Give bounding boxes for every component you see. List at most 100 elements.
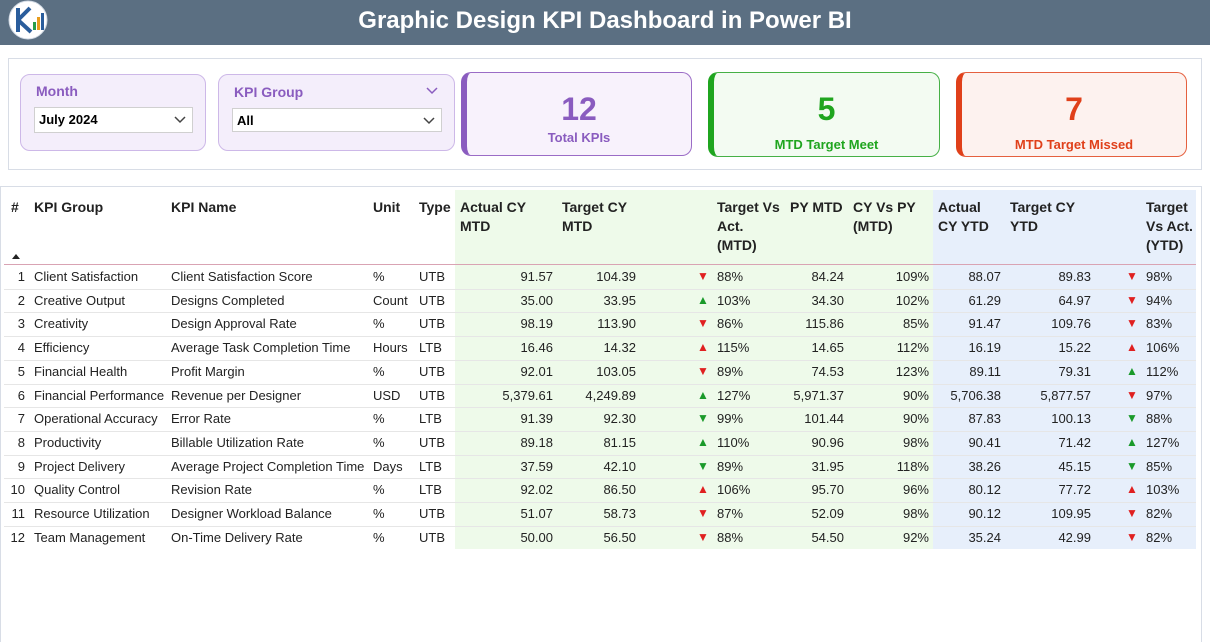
dropdown[interactable]: All [232, 108, 442, 132]
table-cell: 77.72 [1058, 482, 1091, 498]
table-cell: Hours [373, 340, 408, 356]
table-cell: 103% [717, 292, 751, 308]
table-cell: UTB [419, 363, 445, 379]
table-cell: 89.83 [1058, 269, 1091, 284]
status-arrow: ▼ [1126, 292, 1138, 307]
mtd-band [455, 190, 933, 549]
table-cell: LTB [419, 458, 442, 474]
status-arrow: ▲ [697, 292, 709, 307]
row-divider [4, 288, 1196, 290]
row-divider [4, 454, 1196, 456]
table-cell: % [373, 434, 385, 450]
table-cell: 52.09 [811, 506, 844, 521]
table-cell: 85% [1146, 458, 1173, 474]
table-cell: 98% [902, 434, 929, 450]
table-cell: 123% [895, 363, 929, 379]
table-cell: 112% [896, 340, 929, 356]
table-cell: Designer Workload Balance [171, 506, 332, 521]
column-header: Target Vs Act. (YTD) [1146, 199, 1193, 253]
column-header: # [11, 199, 19, 215]
table-cell: 89% [717, 363, 744, 379]
table-cell: % [373, 411, 385, 427]
table-cell: 88.07 [968, 269, 1001, 284]
column-header: CY Vs PY (MTD) [853, 199, 916, 234]
table-cell: 109.76 [1051, 316, 1091, 332]
dropdown[interactable]: July 2024 [34, 107, 193, 133]
status-arrow: ▼ [697, 506, 709, 520]
status-arrow: ▼ [1126, 458, 1138, 473]
row-divider [4, 502, 1196, 503]
table-cell: 51.07 [520, 506, 553, 521]
table-cell: On-Time Delivery Rate [171, 529, 303, 545]
ytd-band [933, 190, 1196, 549]
table-cell: 12 [10, 529, 25, 545]
dropdown-value: July 2024 [39, 112, 98, 127]
table-cell: 82% [1146, 529, 1173, 545]
table-cell: % [373, 363, 385, 379]
table-cell: 127% [1146, 434, 1180, 450]
kpi-card: 5 MTD Target Meet [708, 72, 940, 157]
table-cell: UTB [419, 506, 445, 521]
table-cell: 96% [902, 482, 929, 498]
table-cell: UTB [419, 269, 445, 284]
table-cell: Revision Rate [171, 482, 252, 498]
row-divider [4, 525, 1196, 527]
table-cell: 104.39 [596, 269, 636, 284]
column-header: Type [419, 199, 451, 215]
status-arrow: ▼ [697, 269, 709, 283]
table-cell: Financial Performance [34, 387, 165, 403]
status-arrow: ▼ [697, 363, 709, 378]
table-cell: 45.15 [1058, 458, 1091, 474]
status-arrow: ▼ [1126, 269, 1138, 283]
card-label: MTD Target Meet [774, 137, 879, 152]
table-cell: 88% [1146, 411, 1173, 427]
table-cell: Client Satisfaction Score [171, 269, 313, 284]
column-header: Unit [373, 199, 401, 215]
status-arrow: ▲ [1126, 340, 1138, 355]
table-cell: 91.39 [520, 411, 553, 427]
table-cell: 92% [902, 529, 929, 545]
table-cell: 91.47 [968, 316, 1001, 332]
table-cell: 90.96 [811, 434, 844, 450]
table-cell: 90% [902, 387, 929, 403]
table-cell: 16.19 [968, 340, 1001, 356]
table-cell: Productivity [34, 434, 102, 450]
table-cell: 109% [895, 269, 929, 284]
table-cell: 100.13 [1051, 411, 1091, 427]
table-cell: 98% [902, 506, 929, 521]
table-cell: 34.30 [811, 292, 844, 308]
table-cell: 35.00 [520, 292, 553, 308]
sort-indicator[interactable] [11, 252, 21, 260]
table-cell: Operational Accuracy [34, 411, 158, 427]
card-value: 7 [1065, 91, 1083, 127]
table-cell: 61.29 [968, 292, 1001, 308]
status-arrow: ▲ [1126, 363, 1138, 378]
table-cell: 35.24 [968, 529, 1001, 545]
chevron[interactable] [426, 87, 438, 95]
table-cell: 87% [717, 506, 744, 521]
table-cell: 86% [717, 316, 744, 332]
card-label: Total KPIs [547, 130, 611, 145]
dropdown-value: All [237, 113, 254, 128]
table-cell: LTB [419, 340, 442, 356]
table-cell: 85% [902, 316, 929, 332]
table-cell: Team Management [34, 529, 146, 545]
table-cell: 6 [17, 387, 25, 403]
month-slicer: Month July 2024 [20, 74, 206, 151]
chevron [174, 116, 186, 124]
column-header: Target CY YTD [1010, 199, 1075, 234]
table-cell: 5,706.38 [950, 387, 1001, 403]
table-cell: 31.95 [811, 458, 844, 474]
table-cell: 88% [717, 269, 744, 284]
table-cell: Creative Output [34, 292, 126, 308]
table-cell: Financial Health [34, 363, 128, 379]
row-divider [4, 383, 1196, 385]
table-cell: 81.15 [603, 434, 636, 450]
table-cell: % [373, 506, 385, 521]
table-cell: 54.50 [811, 529, 844, 545]
table-cell: Creativity [34, 316, 89, 332]
table-cell: Billable Utilization Rate [171, 434, 304, 450]
table-cell: 82% [1146, 506, 1173, 521]
status-arrow: ▼ [1126, 506, 1138, 520]
